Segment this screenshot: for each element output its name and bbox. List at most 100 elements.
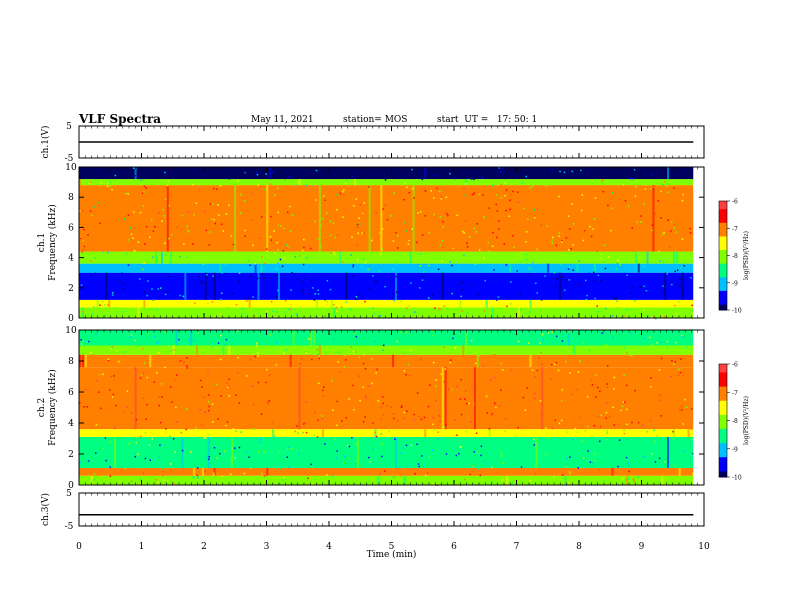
noise-speck (160, 287, 162, 289)
noise-speck (299, 255, 301, 257)
noise-speck (232, 243, 235, 246)
noise-speck (326, 212, 328, 214)
noise-speck (358, 375, 360, 377)
noise-speck (656, 341, 658, 344)
noise-speck (605, 412, 608, 414)
noise-speck (259, 237, 261, 240)
texture-streak (272, 429, 275, 437)
noise-speck (139, 377, 142, 379)
date-label: May 11, 2021 (251, 115, 314, 125)
noise-speck (225, 338, 228, 341)
noise-speck (266, 368, 268, 371)
noise-speck (330, 385, 332, 387)
noise-speck (133, 412, 136, 414)
noise-speck (80, 237, 82, 240)
noise-speck (516, 361, 518, 364)
noise-speck (388, 431, 390, 433)
noise-speck (89, 259, 92, 262)
noise-speck (164, 331, 166, 333)
colorbar-step (719, 266, 727, 270)
noise-speck (348, 457, 350, 460)
colorbar-step (719, 241, 727, 246)
noise-speck (98, 201, 100, 204)
noise-speck (611, 191, 614, 194)
noise-speck (107, 358, 110, 361)
noise-speck (307, 386, 309, 389)
noise-speck (605, 307, 607, 310)
noise-speck (671, 360, 673, 362)
noise-speck (330, 234, 332, 236)
noise-speck (229, 237, 231, 239)
noise-speck (215, 383, 218, 386)
noise-speck (209, 202, 212, 205)
noise-speck (607, 256, 610, 258)
texture-streak (529, 354, 532, 368)
texture-streak (111, 167, 114, 180)
noise-speck (577, 437, 580, 440)
noise-speck (565, 175, 567, 178)
noise-speck (219, 452, 221, 455)
texture-streak (315, 299, 319, 308)
noise-speck (89, 210, 92, 212)
noise-speck (599, 390, 601, 393)
texture-streak (424, 167, 427, 180)
noise-speck (602, 190, 605, 193)
noise-speck (499, 313, 502, 316)
station-label: station= MOS (343, 115, 408, 125)
noise-speck (577, 467, 579, 469)
noise-speck (431, 330, 434, 332)
noise-speck (237, 180, 239, 182)
noise-speck (338, 168, 340, 171)
colorbar-step (719, 288, 727, 292)
texture-streak (611, 467, 614, 476)
noise-speck (308, 389, 311, 391)
noise-speck (329, 302, 331, 304)
noise-speck (317, 414, 319, 417)
noise-speck (595, 283, 597, 285)
spectrogram-ch2-spectrogram (78, 329, 730, 487)
colorbar-step (719, 414, 727, 419)
band-5 (79, 185, 694, 252)
noise-speck (163, 479, 165, 481)
noise-speck (318, 382, 320, 385)
noise-speck (164, 242, 166, 245)
noise-speck (148, 315, 150, 317)
noise-speck (551, 169, 553, 171)
noise-speck (296, 278, 299, 280)
noise-speck (134, 367, 136, 370)
noise-speck (80, 429, 82, 432)
noise-speck (282, 398, 285, 401)
noise-speck (583, 229, 586, 232)
noise-speck (175, 374, 178, 376)
noise-speck (619, 185, 622, 187)
noise-speck (374, 431, 376, 434)
noise-speck (437, 268, 440, 271)
noise-speck (170, 481, 173, 483)
noise-speck (392, 293, 395, 296)
texture-streak (213, 272, 216, 300)
noise-speck (361, 232, 364, 235)
noise-speck (443, 346, 445, 349)
noise-speck (195, 427, 197, 430)
noise-speck (623, 429, 625, 432)
noise-speck (449, 415, 452, 417)
noise-speck (572, 244, 574, 246)
noise-speck (666, 387, 668, 390)
noise-speck (142, 179, 145, 181)
noise-speck (517, 191, 519, 193)
noise-speck (253, 225, 256, 228)
noise-speck (482, 194, 484, 196)
noise-speck (612, 406, 614, 409)
noise-speck (555, 277, 557, 280)
noise-speck (111, 425, 113, 427)
noise-speck (240, 253, 243, 256)
x-tick-label: 1 (139, 542, 145, 552)
noise-speck (413, 419, 416, 422)
texture-streak (526, 345, 529, 355)
noise-speck (470, 178, 473, 180)
noise-speck (235, 430, 237, 433)
noise-speck (215, 188, 218, 190)
noise-speck (491, 185, 493, 187)
noise-speck (553, 267, 555, 270)
noise-speck (603, 439, 606, 441)
